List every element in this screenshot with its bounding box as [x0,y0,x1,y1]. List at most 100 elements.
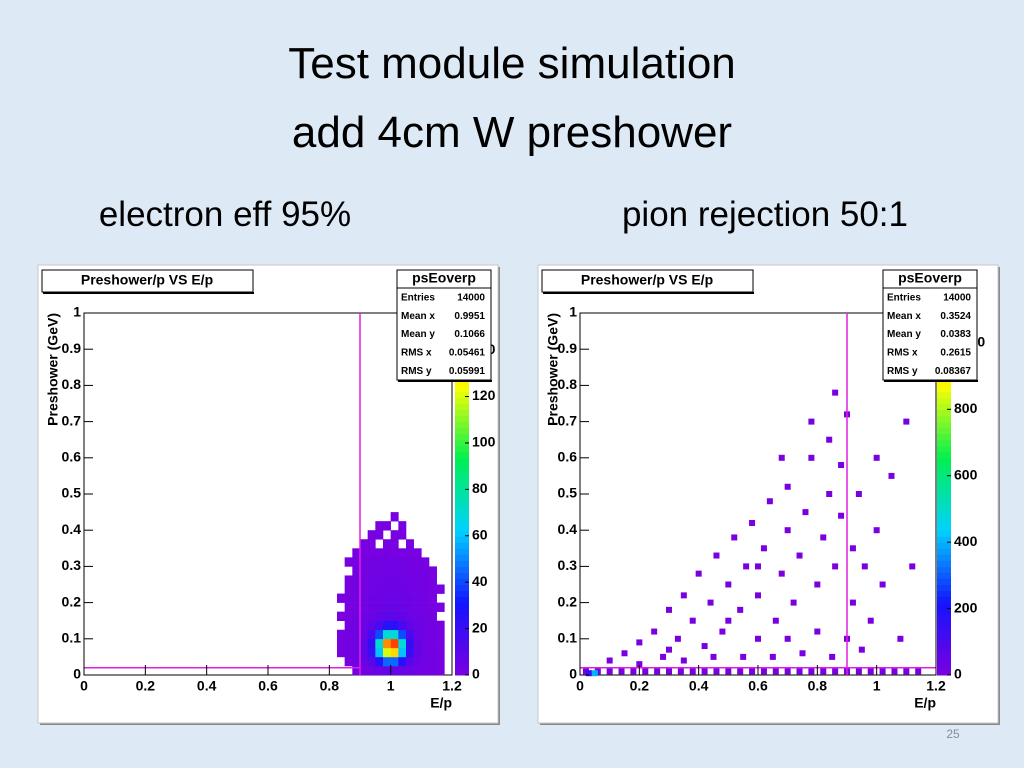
colorbar-segment [937,572,951,579]
heatmap-cell [421,638,430,649]
colorbar-segment [937,500,951,507]
histogram-cell [814,581,821,588]
heatmap-cell [367,593,376,603]
histogram-cell [838,512,845,519]
heatmap-cell [421,620,430,631]
colorbar-segment [455,451,469,459]
heatmap-cell [375,557,384,567]
histogram-cell [879,668,886,675]
x-tick-label: 1.2 [926,678,946,694]
colorbar-segment [455,524,469,531]
histogram-cell [891,668,898,675]
histogram-cell [814,628,821,635]
heatmap-cell [352,665,361,676]
plot-area [579,312,937,676]
histogram-cell [796,552,803,559]
histogram-cell [666,668,672,675]
histogram-cell [740,653,747,660]
heatmap-cell [390,566,399,576]
histogram-cell [725,617,732,624]
heatmap-cell [375,566,384,576]
stats-label: Entries [887,293,921,304]
colorbar-segment [937,596,951,604]
heatmap-cell [344,575,353,585]
histogram-cell [666,606,672,613]
heatmap-cell [383,602,391,612]
heatmap-cell [375,584,384,594]
colorbar-segment [937,391,951,398]
heatmap-cell [436,584,445,594]
histogram-cell [680,657,687,664]
stats-label: Entries [401,293,435,304]
heatmap-cell [367,530,376,540]
heatmap-cell [352,656,361,667]
y-tick-label: 0.1 [558,630,578,646]
heatmap-cell [337,629,345,640]
colorbar-segment [937,385,951,392]
heatmap-cell [390,665,399,676]
stats-label: Mean y [401,329,435,340]
histogram-cell [867,668,874,675]
y-tick-label: 1 [569,304,577,320]
y-tick-label: 0.9 [62,340,82,356]
heatmap-cell [429,611,437,621]
histogram-cell [689,668,696,675]
colorbar-segment [455,650,469,658]
z-tick-label: 120 [472,387,496,403]
heatmap-cell [429,647,437,658]
stats-label: RMS y [401,366,432,377]
x-tick-label: 0.4 [689,678,709,694]
heatmap-cell [352,629,361,640]
heatmap-cell [436,638,445,649]
colorbar-segment [937,668,951,676]
heatmap-cell [398,584,407,594]
heatmap-cell [352,548,361,558]
heatmap-cell [398,575,407,585]
colorbar-segment [937,566,951,573]
heatmap-cell [367,665,376,676]
heatmap-cell [352,647,361,658]
colorbar-segment [455,518,469,525]
colorbar-segment [937,578,951,585]
heatmap-cell [367,629,376,640]
heatmap-cell [344,620,353,631]
y-tick-label: 0.4 [558,521,578,537]
heatmap-cell [360,638,368,649]
colorbar-segment [455,584,469,592]
histogram-cell [725,668,732,675]
stats-value: 0.0383 [940,329,971,340]
colorbar-segment [455,530,469,537]
y-tick-label: 0.1 [62,630,82,646]
heatmap-cell [352,575,361,585]
heatmap-cell [390,539,399,549]
colorbar-segment [455,433,469,441]
heatmap-cell [429,629,437,640]
colorbar-segment [455,445,469,453]
heatmap-cell [352,611,361,621]
heatmap-cell [436,620,445,631]
heatmap-cell [421,656,430,667]
colorbar-segment [937,427,951,435]
colorbar-segment [937,632,951,640]
heatmap-cell [352,584,361,594]
heatmap-cell [352,557,361,567]
histogram-cell [903,418,910,425]
colorbar-segment [937,421,951,429]
heatmap-cell [436,656,445,667]
heatmap-cell [421,575,430,585]
histogram-cell [585,670,592,677]
slide-title: add 4cm W preshower [292,108,732,157]
colorbar-segment [937,548,951,555]
colorbar-segment [937,451,951,459]
colorbar-segment [455,626,469,634]
histogram-cell [826,491,833,497]
heatmap-cell [360,539,368,549]
x-axis-label: E/p [914,695,936,711]
y-tick-label: 0.7 [558,412,578,428]
heatmap-cell [398,611,407,621]
histogram-cell [701,643,708,650]
heatmap-cell [390,512,399,522]
colorbar-segment [937,656,951,664]
colorbar-segment [937,590,951,598]
heatmap-cell [383,521,391,531]
